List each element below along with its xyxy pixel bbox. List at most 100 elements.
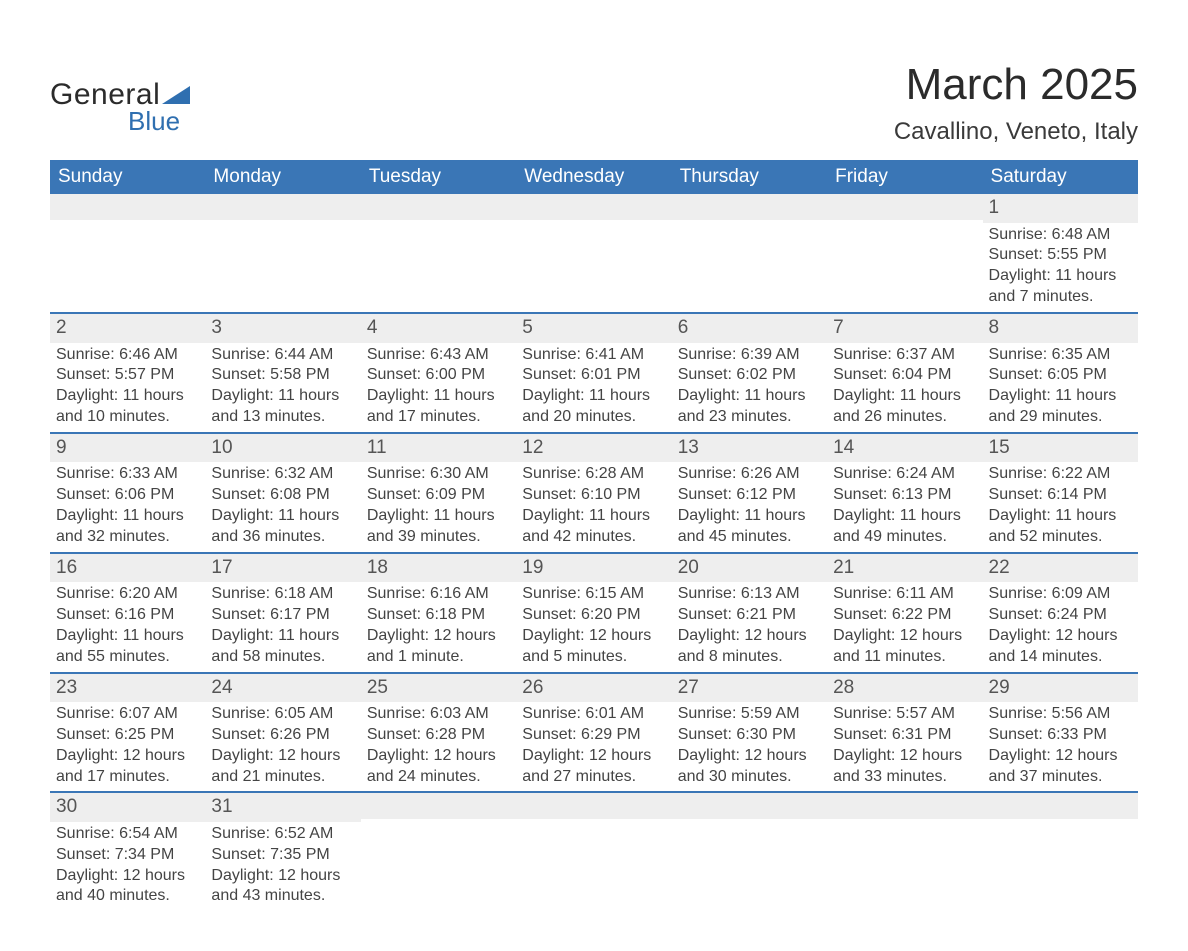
day-number: 27 — [672, 674, 827, 703]
sunset-text: Sunset: 6:01 PM — [522, 365, 665, 386]
day-number: 1 — [983, 194, 1138, 223]
sunset-text: Sunset: 6:16 PM — [56, 605, 199, 626]
sunrise-text: Sunrise: 6:35 AM — [989, 345, 1132, 366]
daylight-text: Daylight: 12 hours and 40 minutes. — [56, 866, 199, 908]
calendar-day: 26Sunrise: 6:01 AMSunset: 6:29 PMDayligh… — [516, 674, 671, 792]
day-body: Sunrise: 6:41 AMSunset: 6:01 PMDaylight:… — [516, 343, 671, 432]
sunrise-text: Sunrise: 6:46 AM — [56, 345, 199, 366]
calendar-week: 30Sunrise: 6:54 AMSunset: 7:34 PMDayligh… — [50, 793, 1138, 911]
sunset-text: Sunset: 6:24 PM — [989, 605, 1132, 626]
daylight-text: Daylight: 12 hours and 27 minutes. — [522, 746, 665, 788]
logo-text-blue: Blue — [128, 106, 190, 137]
day-body — [50, 220, 205, 292]
daylight-text: Daylight: 11 hours and 17 minutes. — [367, 386, 510, 428]
calendar-day: 28Sunrise: 5:57 AMSunset: 6:31 PMDayligh… — [827, 674, 982, 792]
day-number: 26 — [516, 674, 671, 703]
day-number: 17 — [205, 554, 360, 583]
calendar-day: 9Sunrise: 6:33 AMSunset: 6:06 PMDaylight… — [50, 434, 205, 552]
sunrise-text: Sunrise: 6:33 AM — [56, 464, 199, 485]
day-body: Sunrise: 5:59 AMSunset: 6:30 PMDaylight:… — [672, 702, 827, 791]
dow-saturday: Saturday — [983, 160, 1138, 194]
day-body — [361, 819, 516, 891]
calendar-day: 30Sunrise: 6:54 AMSunset: 7:34 PMDayligh… — [50, 793, 205, 911]
day-body: Sunrise: 6:43 AMSunset: 6:00 PMDaylight:… — [361, 343, 516, 432]
daylight-text: Daylight: 11 hours and 55 minutes. — [56, 626, 199, 668]
calendar-day — [361, 194, 516, 312]
day-number — [516, 194, 671, 220]
daylight-text: Daylight: 11 hours and 42 minutes. — [522, 506, 665, 548]
weeks-container: 1Sunrise: 6:48 AMSunset: 5:55 PMDaylight… — [50, 194, 1138, 911]
sunrise-text: Sunrise: 6:09 AM — [989, 584, 1132, 605]
daylight-text: Daylight: 11 hours and 26 minutes. — [833, 386, 976, 428]
daylight-text: Daylight: 12 hours and 33 minutes. — [833, 746, 976, 788]
sunrise-text: Sunrise: 6:22 AM — [989, 464, 1132, 485]
day-number: 6 — [672, 314, 827, 343]
sunrise-text: Sunrise: 6:03 AM — [367, 704, 510, 725]
daylight-text: Daylight: 12 hours and 21 minutes. — [211, 746, 354, 788]
day-body: Sunrise: 6:18 AMSunset: 6:17 PMDaylight:… — [205, 582, 360, 671]
day-number — [672, 793, 827, 819]
calendar-day: 5Sunrise: 6:41 AMSunset: 6:01 PMDaylight… — [516, 314, 671, 432]
day-number — [361, 793, 516, 819]
day-number: 8 — [983, 314, 1138, 343]
sunset-text: Sunset: 6:28 PM — [367, 725, 510, 746]
calendar-day — [827, 793, 982, 911]
calendar-day: 14Sunrise: 6:24 AMSunset: 6:13 PMDayligh… — [827, 434, 982, 552]
day-body: Sunrise: 6:26 AMSunset: 6:12 PMDaylight:… — [672, 462, 827, 551]
calendar-day: 23Sunrise: 6:07 AMSunset: 6:25 PMDayligh… — [50, 674, 205, 792]
calendar-day: 20Sunrise: 6:13 AMSunset: 6:21 PMDayligh… — [672, 554, 827, 672]
sunset-text: Sunset: 6:00 PM — [367, 365, 510, 386]
day-body: Sunrise: 6:13 AMSunset: 6:21 PMDaylight:… — [672, 582, 827, 671]
sunset-text: Sunset: 6:29 PM — [522, 725, 665, 746]
daylight-text: Daylight: 12 hours and 11 minutes. — [833, 626, 976, 668]
day-body: Sunrise: 6:09 AMSunset: 6:24 PMDaylight:… — [983, 582, 1138, 671]
day-body — [516, 220, 671, 292]
page: General Blue March 2025 Cavallino, Venet… — [0, 0, 1188, 951]
title-block: March 2025 Cavallino, Veneto, Italy — [894, 60, 1138, 146]
day-number: 18 — [361, 554, 516, 583]
day-number — [827, 194, 982, 220]
sunrise-text: Sunrise: 6:44 AM — [211, 345, 354, 366]
calendar-day: 4Sunrise: 6:43 AMSunset: 6:00 PMDaylight… — [361, 314, 516, 432]
calendar-day: 8Sunrise: 6:35 AMSunset: 6:05 PMDaylight… — [983, 314, 1138, 432]
calendar-day — [516, 194, 671, 312]
sunrise-text: Sunrise: 6:18 AM — [211, 584, 354, 605]
sunset-text: Sunset: 5:58 PM — [211, 365, 354, 386]
day-number — [983, 793, 1138, 819]
day-body: Sunrise: 6:44 AMSunset: 5:58 PMDaylight:… — [205, 343, 360, 432]
day-number: 9 — [50, 434, 205, 463]
day-number: 31 — [205, 793, 360, 822]
calendar-day — [50, 194, 205, 312]
calendar-day: 16Sunrise: 6:20 AMSunset: 6:16 PMDayligh… — [50, 554, 205, 672]
daylight-text: Daylight: 11 hours and 7 minutes. — [989, 266, 1132, 308]
sunset-text: Sunset: 6:21 PM — [678, 605, 821, 626]
sunrise-text: Sunrise: 6:26 AM — [678, 464, 821, 485]
day-body: Sunrise: 6:03 AMSunset: 6:28 PMDaylight:… — [361, 702, 516, 791]
daylight-text: Daylight: 12 hours and 8 minutes. — [678, 626, 821, 668]
sunset-text: Sunset: 6:08 PM — [211, 485, 354, 506]
day-number: 4 — [361, 314, 516, 343]
calendar-day: 12Sunrise: 6:28 AMSunset: 6:10 PMDayligh… — [516, 434, 671, 552]
calendar-day: 6Sunrise: 6:39 AMSunset: 6:02 PMDaylight… — [672, 314, 827, 432]
day-body: Sunrise: 6:24 AMSunset: 6:13 PMDaylight:… — [827, 462, 982, 551]
day-number — [361, 194, 516, 220]
daylight-text: Daylight: 11 hours and 20 minutes. — [522, 386, 665, 428]
calendar-day — [672, 194, 827, 312]
sunrise-text: Sunrise: 6:37 AM — [833, 345, 976, 366]
daylight-text: Daylight: 11 hours and 23 minutes. — [678, 386, 821, 428]
sunrise-text: Sunrise: 6:11 AM — [833, 584, 976, 605]
day-body: Sunrise: 5:56 AMSunset: 6:33 PMDaylight:… — [983, 702, 1138, 791]
calendar-day: 3Sunrise: 6:44 AMSunset: 5:58 PMDaylight… — [205, 314, 360, 432]
sunrise-text: Sunrise: 6:28 AM — [522, 464, 665, 485]
sunset-text: Sunset: 7:34 PM — [56, 845, 199, 866]
calendar-day — [516, 793, 671, 911]
sunset-text: Sunset: 6:20 PM — [522, 605, 665, 626]
daylight-text: Daylight: 11 hours and 32 minutes. — [56, 506, 199, 548]
calendar-day — [672, 793, 827, 911]
sunrise-text: Sunrise: 5:59 AM — [678, 704, 821, 725]
day-number: 3 — [205, 314, 360, 343]
sunrise-text: Sunrise: 6:20 AM — [56, 584, 199, 605]
sunset-text: Sunset: 6:31 PM — [833, 725, 976, 746]
sunrise-text: Sunrise: 6:01 AM — [522, 704, 665, 725]
day-number: 7 — [827, 314, 982, 343]
